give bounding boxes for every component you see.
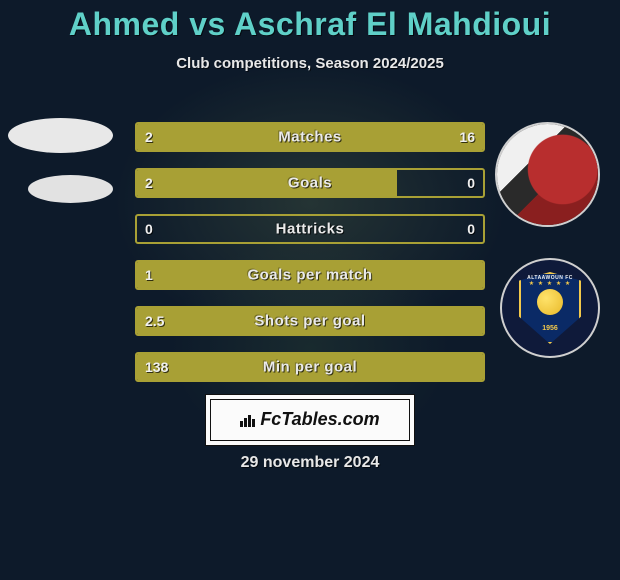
bar-label: Min per goal xyxy=(137,359,483,376)
bar-label: Shots per goal xyxy=(137,313,483,330)
bar-row: 20Goals xyxy=(135,168,485,198)
bar-label: Goals xyxy=(137,175,483,192)
bar-label: Matches xyxy=(137,129,483,146)
footer-site-box: FcTables.com xyxy=(205,394,415,446)
club-badge-altaawoun: ALTAAWOUN FC ★ ★ ★ ★ ★ 1956 xyxy=(500,258,600,358)
page-title: Ahmed vs Aschraf El Mahdioui xyxy=(0,0,620,43)
footer-date: 29 november 2024 xyxy=(0,454,620,472)
fctables-logo: FcTables.com xyxy=(240,409,379,432)
player-left-shape-1 xyxy=(8,118,113,153)
bar-label: Hattricks xyxy=(137,221,483,238)
bar-label: Goals per match xyxy=(137,267,483,284)
bar-row: 2.5Shots per goal xyxy=(135,306,485,336)
badge-year: 1956 xyxy=(519,325,581,332)
bars-icon xyxy=(240,411,258,432)
subtitle: Club competitions, Season 2024/2025 xyxy=(0,55,620,72)
bar-row: 1Goals per match xyxy=(135,260,485,290)
bar-row: 138Min per goal xyxy=(135,352,485,382)
bar-row: 00Hattricks xyxy=(135,214,485,244)
player-right-photo xyxy=(495,122,600,227)
comparison-bars: 216Matches 20Goals 00Hattricks 1Goals per m… xyxy=(135,122,485,398)
bar-row: 216Matches xyxy=(135,122,485,152)
player-left-shape-2 xyxy=(28,175,113,203)
